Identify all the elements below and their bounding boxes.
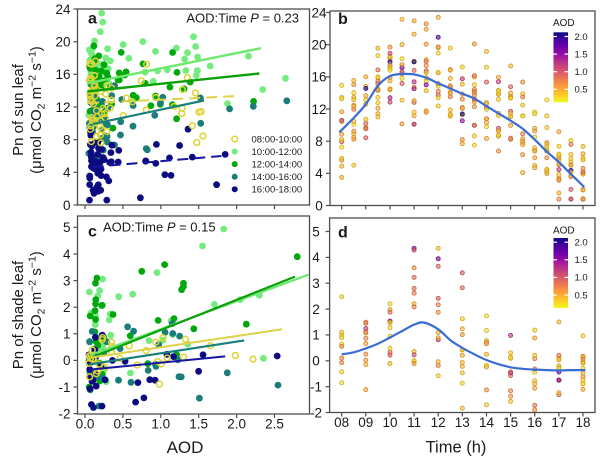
svg-text:4: 4 [315,166,323,181]
svg-text:b: b [338,11,348,28]
svg-text:15: 15 [503,415,518,430]
svg-text:(μmol CO2 m−2 s−1): (μmol CO2 m−2 s−1) [27,46,48,174]
svg-text:0.5: 0.5 [575,85,588,96]
svg-text:Time (h): Time (h) [426,439,487,457]
svg-text:4: 4 [63,165,71,180]
svg-text:AOD: AOD [553,18,575,29]
svg-text:AOD: AOD [167,438,204,457]
svg-text:2.5: 2.5 [265,417,284,432]
svg-text:17: 17 [551,415,566,430]
svg-text:2.0: 2.0 [575,238,588,249]
svg-text:5: 5 [312,224,320,239]
svg-text:20: 20 [55,35,70,50]
svg-text:16: 16 [527,415,542,430]
svg-text:1.0: 1.0 [575,273,588,284]
svg-text:-1: -1 [58,380,70,395]
svg-text:14: 14 [479,415,495,430]
svg-text:09: 09 [358,415,373,430]
svg-text:2: 2 [63,300,71,315]
svg-text:08:00-10:00: 08:00-10:00 [252,134,303,145]
svg-text:8: 8 [63,133,71,148]
svg-text:-1: -1 [310,380,322,395]
svg-text:0: 0 [63,198,71,213]
svg-text:2.0: 2.0 [227,417,246,432]
svg-text:4: 4 [63,247,71,262]
svg-text:20: 20 [311,38,326,53]
svg-text:AOD:Time P = 0.15: AOD:Time P = 0.15 [103,220,216,235]
svg-text:12: 12 [55,100,70,115]
svg-text:-2: -2 [58,406,70,421]
svg-text:24: 24 [311,5,327,20]
svg-text:1.5: 1.5 [575,49,588,60]
svg-text:14:00-16:00: 14:00-16:00 [252,172,303,183]
svg-text:AOD: AOD [553,226,575,237]
svg-text:1: 1 [312,328,320,343]
svg-text:2: 2 [312,302,320,317]
svg-text:0: 0 [312,354,320,369]
svg-text:2.0: 2.0 [575,32,588,43]
svg-text:AOD:Time P = 0.23: AOD:Time P = 0.23 [186,11,299,26]
svg-text:5: 5 [63,220,71,235]
svg-text:1: 1 [63,327,71,342]
svg-text:18: 18 [575,415,590,430]
svg-text:0.5: 0.5 [114,417,133,432]
svg-text:d: d [338,225,348,242]
svg-text:13: 13 [455,415,470,430]
svg-text:8: 8 [315,134,323,149]
svg-text:10:00-12:00: 10:00-12:00 [252,147,303,158]
svg-text:16: 16 [55,67,70,82]
svg-text:Pn of sun leaf: Pn of sun leaf [10,63,27,156]
svg-text:24: 24 [55,2,71,17]
svg-text:c: c [88,224,97,241]
svg-text:Pn of shade leaf: Pn of shade leaf [10,260,27,369]
svg-text:1.5: 1.5 [189,417,208,432]
svg-text:0: 0 [63,353,71,368]
svg-text:0: 0 [315,198,323,213]
svg-text:16: 16 [311,70,326,85]
svg-text:1.0: 1.0 [575,67,588,78]
svg-text:3: 3 [63,273,71,288]
svg-text:0.0: 0.0 [76,417,95,432]
svg-text:0.5: 0.5 [575,290,588,301]
svg-text:12: 12 [431,415,446,430]
svg-text:1.5: 1.5 [575,255,588,266]
svg-text:4: 4 [312,250,320,265]
svg-text:1.0: 1.0 [151,417,170,432]
svg-text:08: 08 [334,415,349,430]
svg-text:-2: -2 [310,405,322,420]
svg-text:16:00-18:00: 16:00-18:00 [252,185,303,196]
svg-text:a: a [88,11,97,28]
svg-text:(μmol CO2 m−2 s−1): (μmol CO2 m−2 s−1) [27,251,48,379]
svg-text:12:00-14:00: 12:00-14:00 [252,160,303,171]
svg-text:3: 3 [312,276,320,291]
svg-text:11: 11 [407,415,421,430]
svg-text:12: 12 [311,102,326,117]
svg-text:10: 10 [382,415,397,430]
